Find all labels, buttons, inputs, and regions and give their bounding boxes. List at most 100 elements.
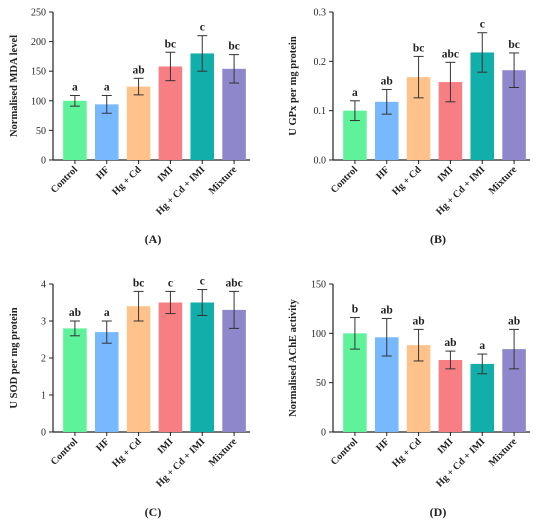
significance-label: a [104,307,110,319]
error-bar [197,35,208,72]
significance-label: bc [133,277,145,289]
bar-control [343,110,367,160]
error-bar [69,320,80,337]
error-bar [413,55,424,99]
error-bar [381,88,392,115]
x-tick-label: HF [374,164,392,182]
y-axis-label: Normalised AChE activity [288,298,299,417]
error-bar [133,77,144,96]
x-tick-label: Mixture [487,164,520,197]
significance-label: abc [442,48,459,60]
significance-label: c [200,22,205,34]
bar-imi [438,359,463,432]
y-axis-label: U GPx per mg protein [288,36,299,136]
x-tick-label: HF [374,436,392,454]
error-bar [101,320,112,344]
error-bar [69,94,80,107]
chart-panel-b: 0.0 0.1 0.2 0.3 U GPx per mg protein a Control… [288,8,530,246]
bar-hg-cd-imi [470,363,495,432]
error-bar [509,328,520,370]
x-tick-label: IMI [436,164,456,184]
y-axis-label: Normalised MDA level [9,35,20,137]
error-bar [381,318,392,357]
x-tick-label: HF [94,436,112,454]
bar-imi [158,302,183,432]
chart-panel-c: 0 1 2 3 4 U SOD per mg protein ab Control a HF bc H… [9,276,250,519]
error-bar [349,100,360,122]
significance-label: bc [508,39,520,51]
significance-label: bc [165,38,177,50]
x-tick-label: Hg + Cd [110,164,144,198]
y-tick-label: 0.0 [314,156,327,167]
significance-label: abc [225,277,242,289]
error-bar [229,54,240,84]
y-tick-label: 50 [36,126,46,137]
significance-label: ab [444,337,456,349]
significance-label: a [72,81,78,93]
error-bar [445,61,456,103]
error-bar [445,350,456,370]
y-tick-label: 0 [41,156,46,167]
error-bar [229,290,240,329]
significance-label: c [168,277,173,289]
bar-control [63,328,87,432]
bar-hg-cd-imi [190,53,215,160]
error-bar [165,290,176,315]
bar-imi [158,66,183,160]
significance-label: a [104,81,110,93]
x-tick-label: Mixture [207,436,240,469]
bar-hg-cd-imi [190,302,215,432]
y-tick-label: 0.1 [314,106,327,117]
panel-label: (A) [145,232,162,246]
y-tick-label: 200 [31,37,46,48]
significance-label: b [352,304,358,316]
x-tick-label: Hg + Cd [110,436,144,470]
panel-label: (B) [430,232,446,246]
y-axis-label: U SOD per mg protein [9,307,20,408]
x-tick-label: Control [329,436,360,467]
bar-hf [374,337,399,432]
significance-label: ab [508,315,520,327]
x-tick-label: IMI [156,436,176,456]
error-bar [349,317,360,350]
significance-label: a [352,87,358,99]
error-bar [197,289,208,316]
significance-label: c [200,276,205,288]
significance-label: bc [413,42,425,54]
significance-label: ab [413,315,425,327]
x-tick-label: IMI [156,164,176,184]
y-tick-label: 0 [321,428,326,439]
x-tick-label: Control [49,436,80,467]
bar-mixture [222,68,246,160]
y-tick-label: 0.2 [314,57,327,68]
y-tick-label: 150 [311,280,326,291]
bar-control [63,100,87,160]
bar-imi [438,82,463,160]
y-tick-label: 3 [41,317,46,328]
error-bar [165,51,176,82]
error-bar [133,290,144,322]
significance-label: ab [133,64,145,76]
chart-panel-d: 0 50 100 150 Normalised AChE activity b Contro… [288,280,530,519]
panel-label: (D) [430,505,447,519]
x-tick-label: Mixture [487,436,520,469]
bar-mixture [502,70,526,160]
y-tick-label: 1 [41,391,46,402]
chart-panel-a: 0 50 100 150 200 250 Normalised MDA level a Cont… [9,8,250,246]
error-bar [477,32,488,73]
error-bar [413,328,424,362]
x-tick-label: Hg + Cd [390,164,424,198]
y-tick-label: 100 [31,96,46,107]
error-bar [101,94,112,114]
y-tick-label: 100 [311,329,326,340]
bar-mixture [502,349,526,432]
x-tick-label: IMI [436,436,456,456]
significance-label: ab [69,307,81,319]
error-bar [509,52,520,88]
bar-hf [94,104,119,160]
error-bar [477,353,488,375]
significance-label: ab [381,75,393,87]
x-tick-label: Control [329,164,360,195]
